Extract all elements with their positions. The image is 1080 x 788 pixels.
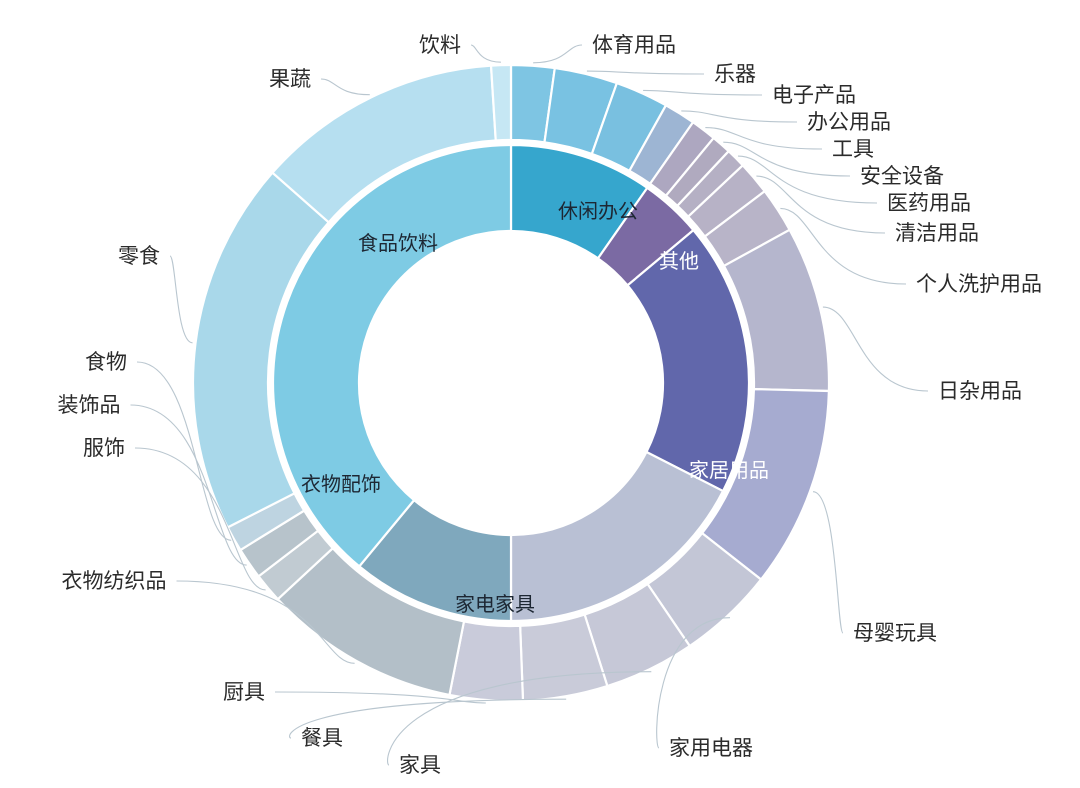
outer-label-muyingwanju: 母婴玩具 bbox=[853, 622, 937, 645]
inner-label-jiadianjiaju: 家电家具 bbox=[455, 593, 535, 616]
outer-label-guoshu: 果蔬 bbox=[269, 68, 311, 91]
leader-line-7 bbox=[756, 175, 886, 234]
outer-label-tiyuyongpin: 体育用品 bbox=[592, 34, 676, 57]
leader-line-9 bbox=[822, 306, 929, 392]
leader-line-2 bbox=[643, 89, 763, 96]
outer-label-leqi: 乐器 bbox=[714, 63, 756, 86]
outer-label-lingshi: 零食 bbox=[118, 245, 160, 268]
outer-label-chuju: 厨具 bbox=[223, 681, 265, 704]
outer-label-shiwu: 食物 bbox=[85, 351, 127, 374]
leader-line-4 bbox=[705, 126, 823, 150]
leader-line-21 bbox=[470, 44, 501, 63]
outer-label-rizayongpin: 日杂用品 bbox=[938, 380, 1022, 403]
inner-label-shipinyinliao: 食品饮料 bbox=[358, 232, 438, 255]
leader-line-19 bbox=[169, 255, 193, 344]
inner-label-jiajuyongpin: 家居用品 bbox=[689, 459, 769, 482]
outer-label-yiwufangzhi: 衣物纺织品 bbox=[62, 570, 167, 593]
leader-line-6 bbox=[737, 155, 878, 204]
outer-ring-labels: 果蔬 饮料 体育用品乐器电子产品办公用品工具安全设备医药用品清洁用品个人洗护用品日杂… bbox=[58, 34, 1043, 777]
outer-label-qingjieyongpin: 清洁用品 bbox=[895, 222, 979, 245]
inner-ring bbox=[271, 143, 751, 623]
outer-label-gongju: 工具 bbox=[832, 138, 874, 161]
outer-label-gerenxihu: 个人洗护用品 bbox=[916, 273, 1042, 296]
leader-line-11 bbox=[656, 617, 731, 749]
leader-line-15 bbox=[176, 580, 355, 664]
leader-line-14 bbox=[274, 691, 486, 704]
leader-line-10 bbox=[812, 491, 844, 634]
inner-segment-5[interactable] bbox=[271, 143, 513, 568]
leader-line-16 bbox=[134, 447, 266, 591]
outer-label-dianzichanpin: 电子产品 bbox=[772, 84, 856, 107]
leader-line-0 bbox=[533, 44, 583, 64]
outer-ring bbox=[191, 63, 831, 703]
leader-line-13 bbox=[289, 698, 567, 739]
outer-label-yinliao: 饮料 bbox=[419, 34, 461, 57]
inner-label-qita: 其他 bbox=[659, 250, 699, 273]
leader-line-8 bbox=[780, 207, 907, 285]
outer-segment-21[interactable] bbox=[489, 63, 513, 142]
outer-label-zhuangshipin: 装饰品 bbox=[58, 394, 121, 417]
outer-label-jiaju: 家具 bbox=[399, 754, 441, 777]
leader-line-17 bbox=[130, 404, 247, 566]
leader-line-5 bbox=[723, 141, 851, 177]
leader-line-18 bbox=[136, 361, 232, 541]
inner-label-yiwupeishi: 衣物配饰 bbox=[301, 473, 381, 496]
outer-label-jiayongdianqi: 家用电器 bbox=[669, 737, 753, 760]
outer-label-yiyaoyongpin: 医药用品 bbox=[887, 192, 971, 215]
outer-label-fushi: 服饰 bbox=[83, 437, 125, 460]
leader-line-12 bbox=[387, 671, 652, 766]
leader-line-20 bbox=[320, 78, 370, 96]
outer-label-bangongyongpin: 办公用品 bbox=[807, 111, 891, 134]
outer-label-anquanshebei: 安全设备 bbox=[860, 165, 944, 188]
inner-label-xiuxianbangong: 休闲办公 bbox=[558, 200, 638, 223]
leader-lines bbox=[130, 44, 929, 766]
outer-label-canju: 餐具 bbox=[301, 727, 343, 750]
leader-line-3 bbox=[681, 110, 798, 123]
leader-line-1 bbox=[586, 70, 705, 75]
